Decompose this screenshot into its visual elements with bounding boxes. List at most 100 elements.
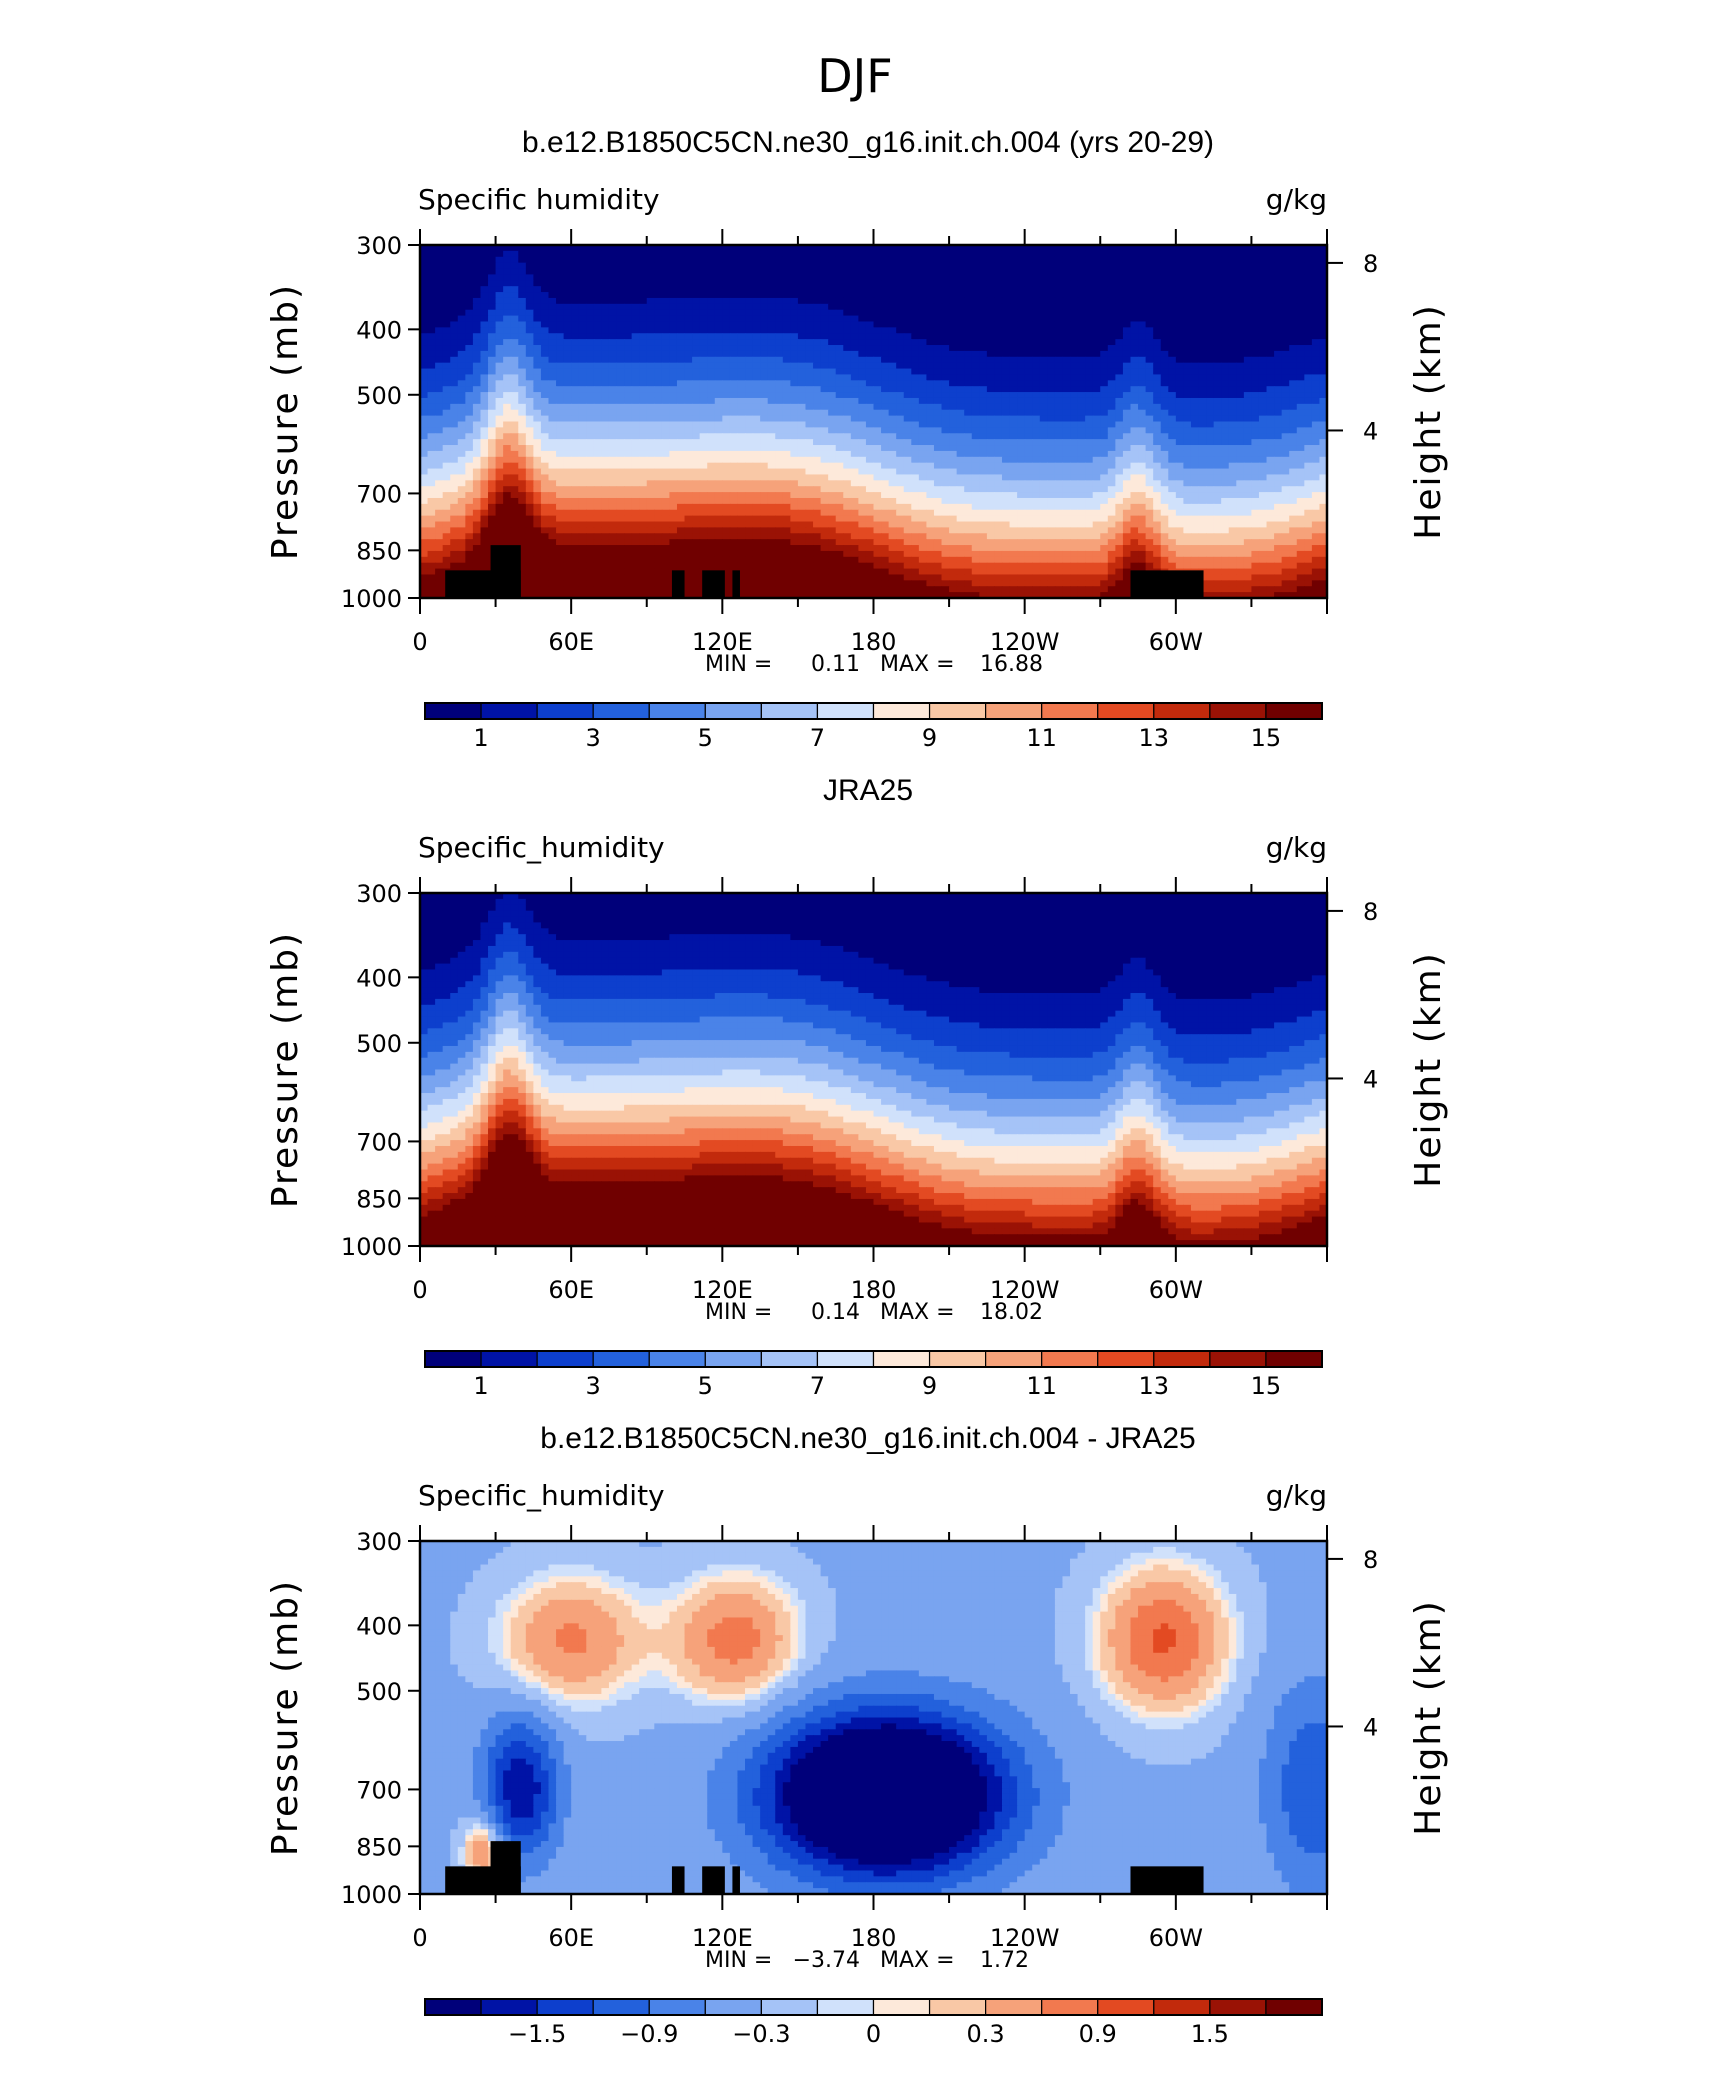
heatmap-cell bbox=[896, 421, 905, 428]
heatmap-cell bbox=[971, 427, 980, 434]
heatmap-cell bbox=[956, 286, 965, 293]
heatmap-cell bbox=[1206, 456, 1215, 464]
heatmap-cell bbox=[1039, 474, 1048, 481]
heatmap-cell bbox=[510, 450, 519, 458]
heatmap-cell bbox=[472, 333, 482, 340]
heatmap-cell bbox=[1024, 450, 1033, 458]
heatmap-cell bbox=[631, 380, 640, 387]
heatmap-cell bbox=[586, 480, 595, 487]
heatmap-cell bbox=[729, 474, 739, 481]
heatmap-cell bbox=[1213, 327, 1222, 334]
heatmap-cell bbox=[510, 445, 519, 452]
heatmap-cell bbox=[820, 456, 829, 464]
heatmap-cell bbox=[465, 309, 474, 317]
heatmap-cell bbox=[465, 245, 474, 252]
heatmap-cell bbox=[608, 339, 618, 346]
heatmap-cell bbox=[1221, 280, 1230, 287]
heatmap-cell bbox=[1251, 433, 1260, 440]
heatmap-cell bbox=[790, 462, 799, 470]
heatmap-cell bbox=[782, 450, 791, 458]
heatmap-cell bbox=[775, 450, 784, 458]
heatmap-cell bbox=[503, 380, 512, 387]
heatmap-cell bbox=[1311, 292, 1321, 299]
heatmap-cell bbox=[488, 474, 497, 481]
heatmap-cell bbox=[941, 292, 950, 299]
heatmap-cell bbox=[1054, 268, 1064, 276]
heatmap-cell bbox=[1183, 468, 1192, 476]
heatmap-cell bbox=[805, 333, 814, 340]
heatmap-cell bbox=[1213, 274, 1222, 281]
heatmap-cell bbox=[971, 362, 980, 370]
heatmap-cell bbox=[873, 468, 882, 476]
heatmap-cell bbox=[465, 480, 474, 487]
heatmap-cell bbox=[745, 380, 754, 387]
heatmap-cell bbox=[1258, 421, 1268, 428]
heatmap-cell bbox=[949, 368, 958, 376]
heatmap-cell bbox=[797, 339, 807, 346]
heatmap-cell bbox=[1130, 356, 1139, 364]
heatmap-cell bbox=[503, 386, 512, 393]
heatmap-cell bbox=[420, 392, 429, 399]
heatmap-cell bbox=[714, 386, 723, 393]
heatmap-cell bbox=[624, 421, 633, 428]
heatmap-cell bbox=[699, 450, 708, 458]
heatmap-cell bbox=[631, 327, 640, 334]
heatmap-cell bbox=[631, 297, 640, 305]
heatmap-cell bbox=[1304, 315, 1313, 323]
heatmap-cell bbox=[714, 327, 723, 334]
heatmap-cell bbox=[941, 386, 950, 393]
heatmap-cell bbox=[624, 403, 633, 411]
heatmap-cell bbox=[1032, 403, 1041, 411]
heatmap-cell bbox=[661, 297, 671, 305]
heatmap-cell bbox=[1175, 445, 1184, 452]
heatmap-cell bbox=[911, 321, 920, 328]
heatmap-cell bbox=[752, 403, 761, 411]
heatmap-cell bbox=[586, 456, 595, 464]
heatmap-cell bbox=[1243, 403, 1253, 411]
heatmap-cell bbox=[1085, 256, 1094, 264]
heatmap-cell bbox=[1168, 268, 1177, 276]
heatmap-cell bbox=[480, 262, 489, 270]
heatmap-cell bbox=[1198, 456, 1207, 464]
heatmap-cell bbox=[1070, 421, 1079, 428]
heatmap-cell bbox=[654, 392, 663, 399]
heatmap-cell bbox=[903, 421, 912, 428]
heatmap-cell bbox=[1175, 345, 1184, 352]
heatmap-cell bbox=[835, 297, 844, 305]
heatmap-cell bbox=[767, 250, 776, 258]
heatmap-cell bbox=[1085, 403, 1094, 411]
heatmap-cell bbox=[427, 468, 436, 476]
heatmap-cell bbox=[994, 345, 1003, 352]
heatmap-cell bbox=[669, 474, 678, 481]
heatmap-cell bbox=[941, 445, 950, 452]
heatmap-cell bbox=[1039, 415, 1048, 423]
heatmap-cell bbox=[722, 245, 731, 252]
heatmap-cell bbox=[692, 250, 701, 258]
heatmap-cell bbox=[1266, 303, 1275, 311]
heatmap-cell bbox=[1206, 333, 1215, 340]
heatmap-cell bbox=[850, 409, 859, 417]
heatmap-cell bbox=[1032, 250, 1041, 258]
heatmap-cell bbox=[548, 468, 557, 476]
heatmap-cell bbox=[1092, 356, 1101, 364]
heatmap-cell bbox=[1107, 368, 1116, 376]
heatmap-cell bbox=[1107, 474, 1116, 481]
heatmap-cell bbox=[518, 474, 527, 481]
heatmap-cell bbox=[820, 315, 829, 323]
heatmap-cell bbox=[986, 286, 996, 293]
heatmap-cell bbox=[533, 280, 542, 287]
heatmap-cell bbox=[427, 262, 436, 270]
heatmap-cell bbox=[1047, 403, 1056, 411]
heatmap-cell bbox=[1138, 297, 1147, 305]
heatmap-cell bbox=[873, 303, 882, 311]
heatmap-cell bbox=[964, 315, 973, 323]
heatmap-cell bbox=[548, 292, 557, 299]
heatmap-cell bbox=[586, 397, 595, 405]
heatmap-cell bbox=[1009, 333, 1018, 340]
heatmap-cell bbox=[1001, 397, 1011, 405]
heatmap-cell bbox=[1107, 415, 1116, 423]
heatmap-cell bbox=[949, 245, 958, 252]
heatmap-cell bbox=[510, 380, 519, 387]
heatmap-cell bbox=[752, 292, 761, 299]
heatmap-cell bbox=[873, 315, 882, 323]
